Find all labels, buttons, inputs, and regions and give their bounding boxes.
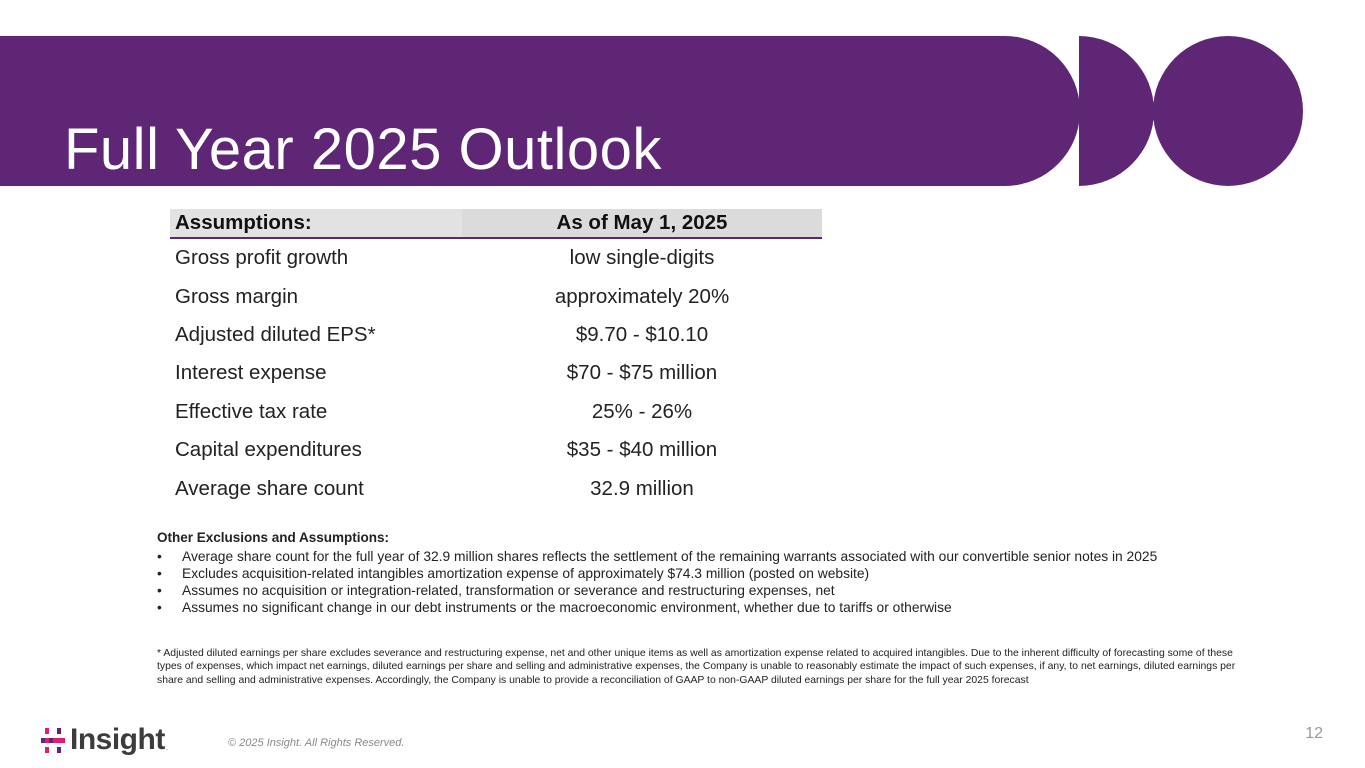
table-row: Gross margin approximately 20% (170, 277, 822, 315)
table-row: Average share count 32.9 million (170, 469, 822, 507)
row-value: $9.70 - $10.10 (575, 322, 709, 346)
row-value: 32.9 million (590, 476, 694, 500)
bullet-icon: • (157, 549, 162, 564)
bullet-text: Assumes no acquisition or integration-re… (182, 583, 835, 598)
page-number: 12 (1305, 725, 1323, 742)
page-title: Full Year 2025 Outlook (64, 117, 662, 182)
row-value: $70 - $75 million (566, 361, 718, 385)
header-assumptions: Assumptions: (170, 209, 462, 239)
table-row: Gross profit growth low single-digits (170, 238, 822, 277)
bullet-text: Average share count for the full year of… (182, 549, 1158, 564)
eps-footnote: * Adjusted diluted earnings per share ex… (157, 648, 1236, 686)
bullet-icon: • (157, 583, 162, 598)
header-as-of-date: As of May 1, 2025 (462, 209, 822, 239)
outlook-table: Assumptions: As of May 1, 2025 Gross pro… (170, 209, 822, 508)
row-value: $35 - $40 million (566, 438, 718, 462)
insight-mark-icon (41, 727, 65, 753)
table-row: Interest expense $70 - $75 million (170, 354, 822, 392)
row-value: approximately 20% (554, 284, 730, 308)
bullet-text: Excludes acquisition-related intangibles… (182, 566, 870, 581)
row-value: low single-digits (569, 246, 715, 270)
other-assumptions-title: Other Exclusions and Assumptions: (157, 530, 390, 545)
list-item: • Average share count for the full year … (157, 548, 1277, 565)
table-header-row: Assumptions: As of May 1, 2025 (170, 209, 822, 239)
other-assumptions: Other Exclusions and Assumptions: • Aver… (157, 530, 1277, 616)
row-label: Adjusted diluted EPS* (175, 322, 376, 346)
table-row: Effective tax rate 25% - 26% (170, 393, 822, 431)
title-banner: Full Year 2025 Outlook (0, 36, 1080, 186)
row-label: Interest expense (175, 361, 327, 385)
row-label: Capital expenditures (175, 438, 362, 462)
row-label: Gross margin (175, 284, 299, 308)
row-label: Effective tax rate (175, 399, 328, 423)
insight-logo: Insight . (40, 722, 168, 758)
bullet-icon: • (157, 600, 162, 615)
list-item: • Excludes acquisition-related intangibl… (157, 565, 1277, 582)
decorative-circle (1153, 36, 1303, 186)
bullet-text: Assumes no significant change in our deb… (182, 600, 952, 615)
list-item: • Assumes no acquisition or integration-… (157, 582, 1277, 599)
table-row: Adjusted diluted EPS* $9.70 - $10.10 (170, 316, 822, 354)
table-row: Capital expenditures $35 - $40 million (170, 431, 822, 469)
copyright-notice: © 2025 Insight. All Rights Reserved. (228, 737, 405, 749)
logo-wordmark: Insight (70, 723, 165, 756)
row-value: 25% - 26% (591, 399, 693, 423)
logo-registered-mark: . (165, 745, 168, 752)
list-item: • Assumes no significant change in our d… (157, 599, 1277, 616)
decorative-half-circle (1079, 36, 1154, 186)
row-label: Gross profit growth (175, 246, 349, 270)
bullet-icon: • (157, 566, 162, 581)
row-label: Average share count (175, 476, 364, 500)
